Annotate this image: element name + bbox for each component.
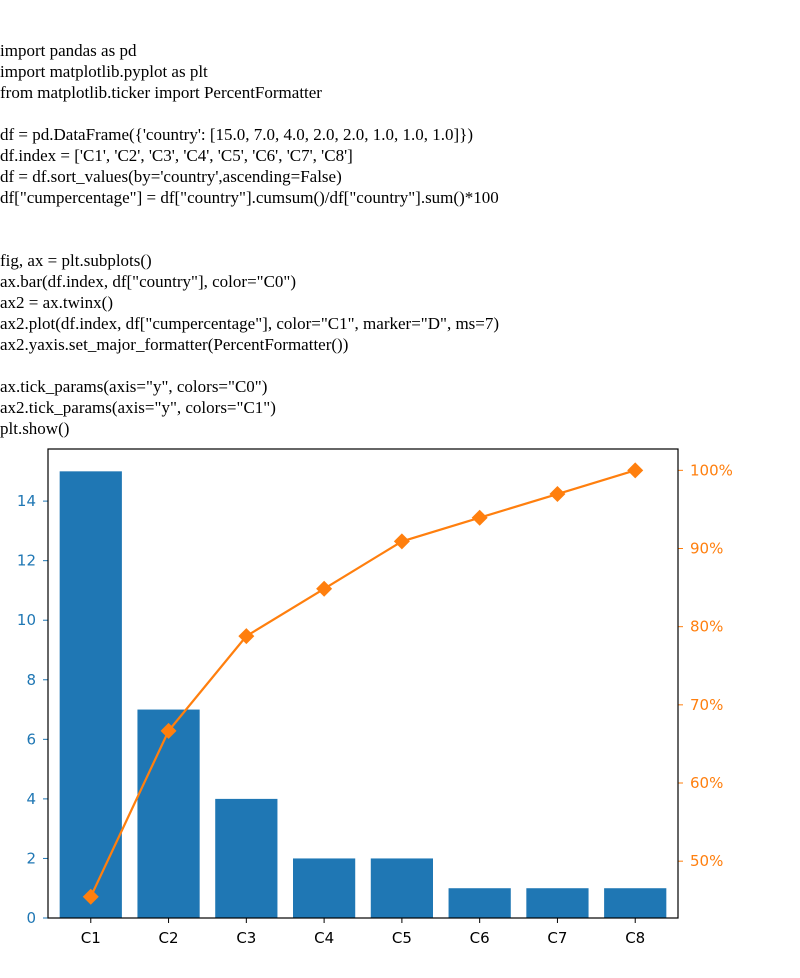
point-C8 <box>627 462 644 479</box>
bar-C8 <box>604 888 667 918</box>
x-tick-label: C5 <box>392 929 412 947</box>
code-line: import pandas as pd <box>0 41 137 60</box>
y-tick-label: 14 <box>17 492 36 510</box>
cumulative-line-series <box>82 462 644 905</box>
y2-tick-label: 100% <box>690 461 733 479</box>
y2-tick-label: 60% <box>690 774 723 792</box>
cumulative-line <box>89 469 636 898</box>
code-line: ax2 = ax.twinx() <box>0 293 113 312</box>
right-y-axis: 50% 60% 70% 80% 90% 100% <box>678 461 733 870</box>
x-tick-label: C8 <box>625 929 645 947</box>
point-C6 <box>471 509 488 526</box>
x-tick-label: C7 <box>547 929 567 947</box>
code-line <box>0 208 790 229</box>
bar-C4 <box>293 858 356 918</box>
y2-tick-label: 70% <box>690 696 723 714</box>
x-tick-label: C4 <box>314 929 334 947</box>
code-line <box>0 229 790 250</box>
y-tick-label: 8 <box>26 671 36 689</box>
code-line: ax2.tick_params(axis="y", colors="C1") <box>0 398 276 417</box>
y-tick-label: 4 <box>26 790 36 808</box>
plot-frame <box>47 448 679 919</box>
code-line: ax.bar(df.index, df["country"], color="C… <box>0 272 297 291</box>
left-y-axis: 0 2 4 6 8 10 12 14 <box>17 492 48 927</box>
bar-C5 <box>370 858 433 918</box>
point-C2 <box>160 722 177 739</box>
pareto-chart: C1 C2 C3 C4 C5 C6 C7 C8 0 2 4 6 8 10 12 14 50% 60% 70% 80… <box>17 448 733 947</box>
x-tick-label: C3 <box>236 929 256 947</box>
x-tick-label: C1 <box>81 929 101 947</box>
point-C5 <box>393 533 410 550</box>
bar-C7 <box>526 888 589 918</box>
code-line <box>0 355 790 376</box>
y2-tick-label: 80% <box>690 618 723 636</box>
code-line <box>0 103 790 124</box>
code-block: import pandas as pd import matplotlib.pyp… <box>0 40 790 439</box>
point-C3 <box>238 628 255 645</box>
point-C7 <box>549 486 566 503</box>
y2-tick-label: 90% <box>690 540 723 558</box>
code-line: df = df.sort_values(by='country',ascendi… <box>0 167 342 186</box>
point-C4 <box>316 580 333 597</box>
point-C1 <box>82 888 99 905</box>
x-tick-label: C6 <box>470 929 490 947</box>
bar-C6 <box>448 888 511 918</box>
code-line: df = pd.DataFrame({'country': [15.0, 7.0… <box>0 125 474 144</box>
code-line: df["cumpercentage"] = df["country"].cums… <box>0 188 499 207</box>
code-line: fig, ax = plt.subplots() <box>0 251 152 270</box>
bar-C2 <box>137 709 200 918</box>
code-line: df.index = ['C1', 'C2', 'C3', 'C4', 'C5'… <box>0 146 353 165</box>
code-line: plt.show() <box>0 419 70 438</box>
code-line: ax.tick_params(axis="y", colors="C0") <box>0 377 268 396</box>
y-tick-label: 6 <box>26 730 36 748</box>
code-line: ax2.yaxis.set_major_formatter(PercentFor… <box>0 335 349 354</box>
bar-C3 <box>215 798 278 918</box>
bar-C1 <box>59 471 122 918</box>
y-tick-label: 0 <box>26 909 36 927</box>
bar-series <box>59 471 667 918</box>
y-tick-label: 12 <box>17 552 36 570</box>
code-line: ax2.plot(df.index, df["cumpercentage"], … <box>0 314 500 333</box>
code-line: from matplotlib.ticker import PercentFor… <box>0 83 322 102</box>
x-axis: C1 C2 C3 C4 C5 C6 C7 C8 <box>81 918 645 947</box>
y2-tick-label: 50% <box>690 852 723 870</box>
x-tick-label: C2 <box>159 929 179 947</box>
y-tick-label: 2 <box>26 849 36 867</box>
y-tick-label: 10 <box>17 611 36 629</box>
code-line: import matplotlib.pyplot as plt <box>0 62 208 81</box>
